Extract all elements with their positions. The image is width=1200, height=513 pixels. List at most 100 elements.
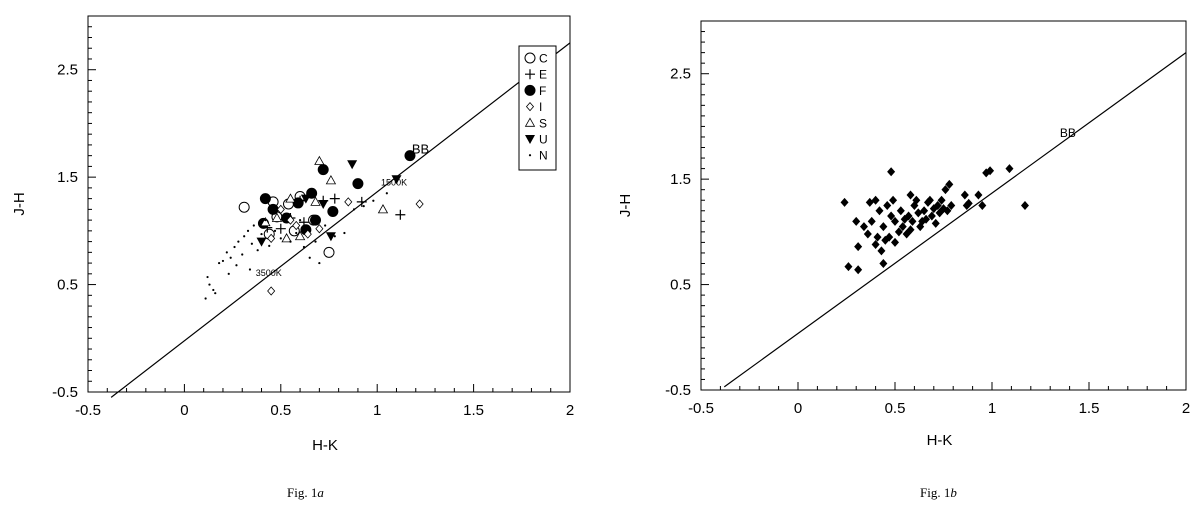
data-point (889, 195, 898, 205)
x-tick-label: -0.5 (688, 400, 714, 417)
point-e (356, 196, 367, 207)
point-n (372, 199, 375, 202)
point-s (271, 212, 283, 222)
data-point (887, 167, 896, 177)
point-u (391, 175, 402, 185)
point-n (227, 272, 230, 275)
point-n (343, 231, 346, 235)
caption-suffix: b (950, 485, 957, 500)
point-n (279, 237, 282, 240)
point-i (267, 286, 276, 296)
data-point (918, 216, 927, 226)
data-point (852, 216, 861, 226)
point-f (310, 214, 322, 226)
point-e (275, 223, 286, 234)
point-u (325, 232, 336, 242)
point-n (218, 261, 221, 265)
data-point (922, 214, 931, 224)
data-point (906, 190, 915, 200)
point-n (235, 264, 238, 267)
legend-label-c: C (539, 52, 548, 66)
point-n (302, 245, 306, 249)
blackbody-line (110, 42, 571, 398)
x-tick-label: 0.5 (885, 400, 906, 417)
chart-a-svg: -0.5 0 0.5 1 1.5 2 -0.5 0.5 1.5 2.5 H-K J-H BB 1500K 3… (11, 15, 574, 500)
data-point (986, 166, 995, 176)
data-point (877, 246, 886, 256)
point-i (415, 199, 424, 209)
legend-box (518, 45, 557, 171)
data-point (964, 198, 973, 208)
point-n (268, 244, 271, 247)
point-f (352, 178, 364, 190)
x-tick-label: 1.5 (463, 402, 484, 419)
point-n (385, 192, 388, 195)
point-n (352, 208, 356, 211)
x-tick-label: 0.5 (270, 402, 291, 419)
data-point (945, 179, 954, 189)
data-point (1020, 201, 1029, 210)
point-i (315, 224, 324, 234)
data-point (875, 206, 884, 216)
data-point (887, 211, 896, 221)
data-point (931, 218, 940, 228)
x-tick-label: 1 (373, 402, 381, 419)
point-u (256, 237, 267, 247)
point-n (233, 245, 236, 249)
point-n (248, 268, 252, 271)
chart-panel-b: -0.5 0 0.5 1 1.5 2 -0.5 0.5 1.5 2.5 H-K J-H BB Fig. 1… (600, 0, 1200, 513)
point-n (229, 256, 232, 259)
point-f (267, 203, 279, 215)
data-point (906, 225, 915, 235)
data-point (947, 201, 956, 210)
legend-marker-e (525, 69, 535, 80)
legend-label-s: S (539, 116, 547, 130)
blackbody-line (723, 52, 1187, 388)
data-point (863, 229, 872, 239)
chart-panel-a: -0.5 0 0.5 1 1.5 2 -0.5 0.5 1.5 2.5 H-K J-H BB 1500K 3… (11, 15, 574, 500)
legend-label-n: N (539, 149, 548, 163)
point-s (260, 216, 271, 227)
point-n (295, 231, 298, 235)
data-point (941, 185, 950, 195)
point-n (252, 224, 255, 227)
legend-marker-u (525, 135, 535, 144)
point-s (377, 204, 389, 214)
point-n (333, 235, 336, 238)
data-point (978, 201, 987, 210)
point-n (362, 205, 365, 208)
data-point (960, 190, 969, 200)
caption-prefix: Fig. 1 (287, 485, 317, 500)
point-n (243, 235, 246, 238)
point-s (294, 230, 306, 241)
point-c (323, 246, 335, 258)
x-tick-label: 2 (1182, 400, 1190, 417)
y-tick-label: 0.5 (670, 277, 691, 294)
point-n (324, 224, 327, 227)
data-point (912, 195, 921, 205)
x-tick-label: 0 (794, 400, 802, 417)
data-point (871, 195, 880, 205)
point-n (260, 232, 263, 236)
point-f (259, 193, 271, 205)
caption-prefix: Fig. 1 (920, 485, 950, 500)
data-point (865, 197, 874, 207)
data-point (908, 216, 917, 226)
point-u (347, 160, 358, 170)
point-s (285, 193, 296, 203)
point-n (298, 219, 302, 222)
y-tick-label: 2.5 (57, 62, 78, 79)
point-n (206, 275, 209, 279)
point-s (281, 233, 292, 243)
y-tick-label: -0.5 (665, 382, 691, 399)
point-u (318, 200, 329, 209)
point-c (238, 201, 250, 213)
point-n (212, 288, 215, 292)
data-point (873, 232, 882, 242)
y-tick-label: 2.5 (670, 66, 691, 83)
annotation-label: 3500K (256, 268, 282, 278)
annotation-label: 1500K (381, 178, 407, 188)
figure-caption: Fig. 1a (287, 485, 324, 500)
point-n (225, 251, 228, 254)
legend-marker-c (524, 52, 536, 64)
